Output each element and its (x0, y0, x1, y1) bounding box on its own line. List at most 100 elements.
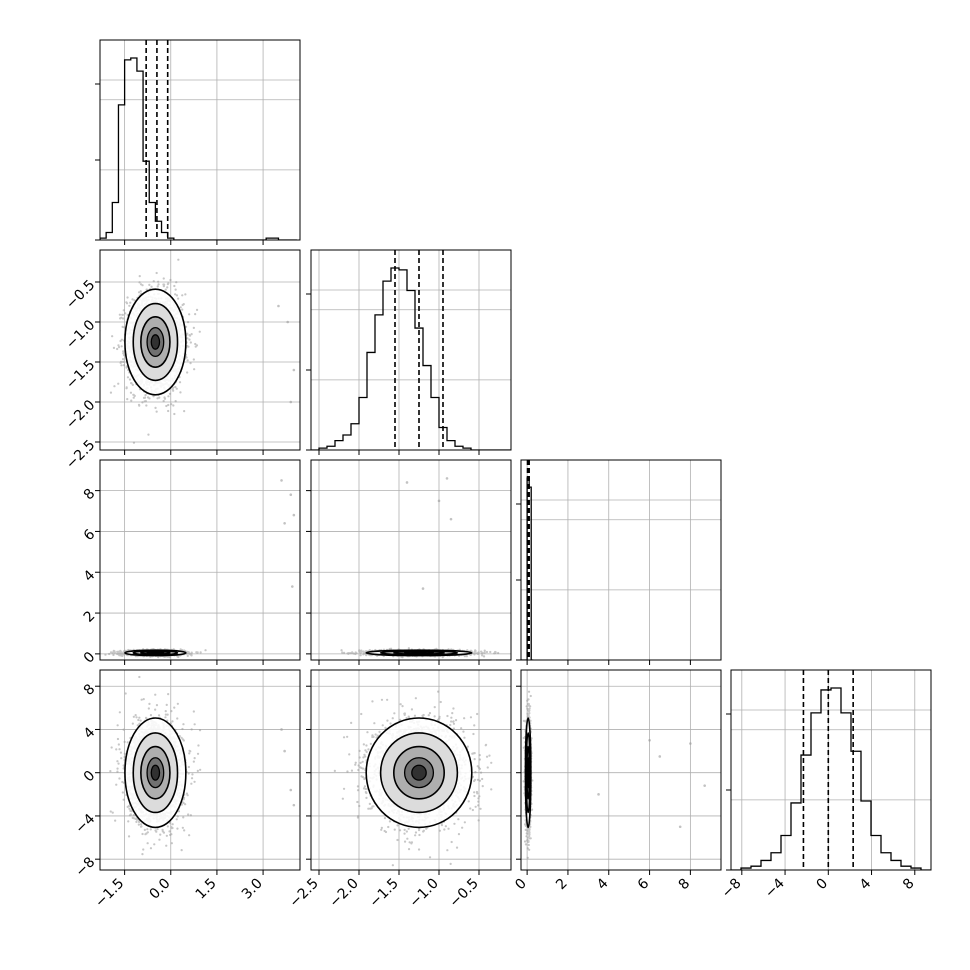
x-tick-label: 4 (857, 875, 875, 893)
outlier-point (286, 320, 289, 324)
x-tick-label: 6 (635, 875, 653, 893)
outlier-point (678, 825, 682, 829)
contour-1-0-4 (150, 334, 161, 350)
x-axis-2: 0 2 4 6 8 (512, 870, 693, 893)
contour-2-1-4 (411, 651, 427, 654)
pair-panel-2-1 (310, 459, 512, 661)
outlier-point (280, 728, 283, 731)
outlier-point (445, 477, 449, 480)
x-tick-label: 8 (900, 876, 918, 894)
x-tick-label: −1.5 (92, 876, 127, 911)
pair-frame-3-1 (310, 669, 512, 871)
pair-clip-3-2 (521, 670, 721, 870)
x-tick-label: 3.0 (239, 876, 266, 903)
pair-clip-2-0 (100, 460, 300, 660)
x-tick-label: 1.5 (193, 876, 220, 903)
histogram-1 (311, 267, 511, 450)
x-tick-label: −0.5 (446, 876, 481, 911)
x-tick-label: 4 (594, 875, 612, 893)
x-tick-label: −2.0 (326, 876, 361, 911)
x-axis-1: −2.5 −2.0 −1.5 −1.0 −0.5 (286, 870, 482, 911)
contour-3-2-4 (527, 764, 530, 781)
outlier-point (292, 513, 296, 517)
y-tick-label: −1.0 (63, 317, 98, 352)
y-tick-label: −2.0 (63, 397, 98, 432)
hist-frame-2 (520, 459, 722, 661)
hist-clip-3 (731, 670, 931, 870)
y-tick-label: −2.5 (63, 437, 98, 472)
hist-clip-0 (100, 40, 300, 240)
hist-frame-3 (730, 669, 932, 871)
x-axis-3: −8 −4 0 4 8 (719, 870, 918, 901)
pair-clip-1-0 (100, 250, 300, 450)
outlier-point (277, 304, 280, 308)
y-tick-label: 8 (81, 681, 99, 699)
pair-frame-3-2 (520, 669, 722, 871)
pair-frame-1-0 (99, 249, 301, 451)
y-axis-1: −2.5 −2.0 −1.5 −1.0 −0.5 (63, 277, 100, 472)
x-tick-label: −1.5 (366, 876, 401, 911)
hist-clip-1 (311, 250, 511, 450)
hist-panel-0 (95, 39, 301, 241)
hist-panel-3 (726, 669, 932, 871)
outlier-point (289, 493, 293, 496)
outlier-point (292, 368, 296, 372)
y-axis-3: −8 −4 0 4 8 (72, 681, 100, 880)
y-tick-label: 0 (81, 768, 99, 786)
hist-frame-0 (99, 39, 301, 241)
outlier-point (292, 803, 296, 807)
outlier-point (597, 793, 600, 796)
y-tick-label: −1.5 (63, 357, 98, 392)
hist-frame-1 (310, 249, 512, 451)
outlier-point (291, 585, 294, 588)
outlier-point (289, 788, 293, 792)
pair-panel-3-1 (310, 669, 512, 871)
outlier-point (283, 749, 286, 753)
contour-2-0-4 (150, 651, 161, 654)
pair-clip-3-0 (100, 670, 300, 870)
x-tick-label: 0.0 (147, 876, 174, 903)
pair-panel-2-0 (99, 459, 301, 661)
hist-clip-2 (521, 460, 721, 660)
outlier-point (658, 755, 662, 758)
histogram-0 (100, 57, 297, 240)
outlier-point (289, 400, 293, 404)
pair-frame-3-0 (99, 669, 301, 871)
y-tick-label: −8 (72, 854, 98, 880)
x-tick-label: −8 (719, 876, 745, 902)
pair-clip-2-1 (311, 460, 511, 660)
outlier-point (703, 784, 706, 787)
histogram-3 (731, 687, 931, 870)
x-tick-label: −4 (762, 875, 788, 901)
y-tick-label: −4 (72, 811, 98, 837)
x-tick-label: −2.5 (286, 876, 321, 911)
contour-3-0-4 (150, 764, 161, 781)
pair-panel-1-0 (99, 249, 301, 451)
outlier-point (405, 481, 409, 484)
x-tick-label: 0 (814, 876, 832, 894)
outlier-point (280, 479, 283, 482)
outlier-point (648, 738, 651, 742)
y-tick-label: 2 (81, 608, 99, 626)
outlier-point (449, 517, 453, 521)
pair-clip-3-1 (311, 670, 511, 870)
y-tick-label: 4 (81, 567, 99, 585)
x-tick-label: 2 (553, 876, 571, 894)
x-tick-label: 8 (676, 876, 694, 894)
y-tick-label: 6 (81, 526, 99, 544)
outlier-point (437, 499, 441, 503)
pair-frame-2-0 (99, 459, 301, 661)
y-tick-label: 0 (81, 649, 99, 667)
outlier-point (689, 742, 692, 745)
x-tick-label: −1.0 (406, 876, 441, 911)
x-tick-label: 0 (512, 876, 530, 894)
hist-panel-2 (516, 459, 722, 661)
y-tick-label: 4 (81, 724, 99, 742)
y-axis-2: 0 2 4 6 8 (81, 486, 100, 667)
pair-panel-3-2 (520, 669, 722, 871)
contour-3-1-4 (411, 764, 427, 781)
pair-panel-3-0 (99, 669, 301, 871)
y-tick-label: 8 (81, 486, 99, 504)
y-tick-label: −0.5 (63, 277, 98, 312)
